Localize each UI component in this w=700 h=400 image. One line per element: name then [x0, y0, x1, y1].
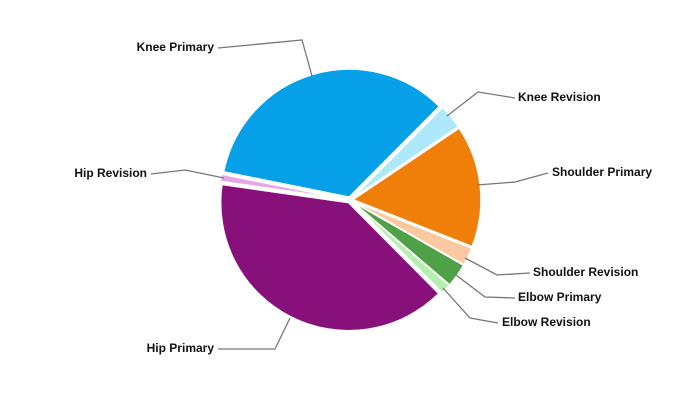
- leader-line: [217, 39, 313, 77]
- slice-label: Hip Revision: [74, 166, 147, 180]
- slice-label: Shoulder Primary: [552, 165, 652, 179]
- leader-line: [218, 317, 291, 350]
- pie-slice: [351, 201, 451, 294]
- leader-line: [442, 287, 499, 324]
- slice-label: Hip Primary: [147, 341, 215, 355]
- leader-line: [446, 91, 516, 117]
- leader-line: [476, 172, 549, 186]
- leader-line: [464, 257, 531, 276]
- pie-slice: [219, 183, 440, 332]
- slice-label: Elbow Primary: [518, 290, 602, 304]
- pie-slice: [351, 106, 460, 199]
- leader-line: [455, 274, 516, 299]
- slice-label: Shoulder Revision: [533, 265, 638, 279]
- pie-slice: [351, 127, 482, 248]
- slice-label: Knee Primary: [137, 40, 215, 54]
- slice-label: Knee Revision: [518, 90, 601, 104]
- slice-label: Elbow Revision: [502, 315, 591, 329]
- leader-line: [150, 169, 225, 179]
